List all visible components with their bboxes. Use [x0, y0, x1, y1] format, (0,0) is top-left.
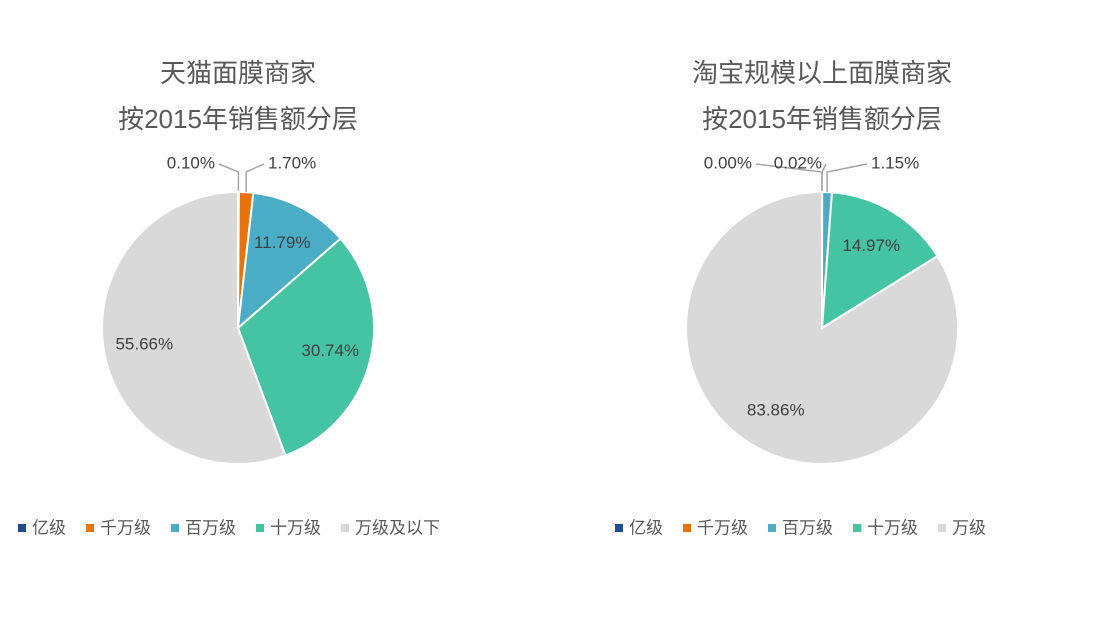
data-label: 0.10%: [167, 153, 215, 172]
legend-swatch: [171, 524, 179, 532]
legend-label: 百万级: [782, 518, 833, 537]
chart-title: 淘宝规模以上面膜商家: [692, 58, 952, 88]
data-label: 0.00%: [704, 153, 752, 172]
legend-swatch: [18, 524, 26, 532]
legend-swatch: [341, 524, 349, 532]
legend-swatch: [86, 524, 94, 532]
leader-line: [821, 163, 827, 193]
legend-swatch: [853, 524, 861, 532]
chart-title: 按2015年销售额分层: [702, 104, 942, 134]
chart-title: 天猫面膜商家: [160, 58, 316, 88]
leader-line: [826, 163, 868, 193]
data-label: 83.86%: [747, 401, 805, 420]
legend-label: 千万级: [100, 518, 151, 537]
data-label: 30.74%: [301, 341, 359, 360]
legend-label: 亿级: [32, 518, 66, 537]
data-label: 55.66%: [115, 334, 173, 353]
legend-label: 万级及以下: [355, 518, 440, 537]
legend-label: 百万级: [185, 518, 236, 537]
pie-slice: [101, 190, 287, 465]
data-label: 1.15%: [871, 153, 919, 172]
chart-title: 按2015年销售额分层: [118, 104, 358, 134]
pie-slice: [820, 191, 939, 330]
legend-swatch: [938, 524, 946, 532]
legend-swatch: [768, 524, 776, 532]
legend-label: 千万级: [697, 518, 748, 537]
leader-line: [245, 163, 265, 193]
legend-swatch: [615, 524, 623, 532]
legend-swatch: [256, 524, 264, 532]
data-label: 0.02%: [774, 153, 822, 172]
data-label: 1.70%: [268, 153, 316, 172]
pie-slice: [685, 190, 959, 465]
legend-label: 亿级: [629, 518, 663, 537]
legend-label: 十万级: [270, 518, 321, 537]
legend-swatch: [683, 524, 691, 532]
pie-slice: [236, 237, 375, 457]
data-label: 11.79%: [254, 233, 310, 252]
pie-slice: [236, 191, 342, 331]
legend-label: 十万级: [867, 518, 918, 537]
legend-label: 万级: [952, 518, 986, 537]
leader-line: [218, 163, 240, 193]
data-label: 14.97%: [842, 236, 900, 255]
